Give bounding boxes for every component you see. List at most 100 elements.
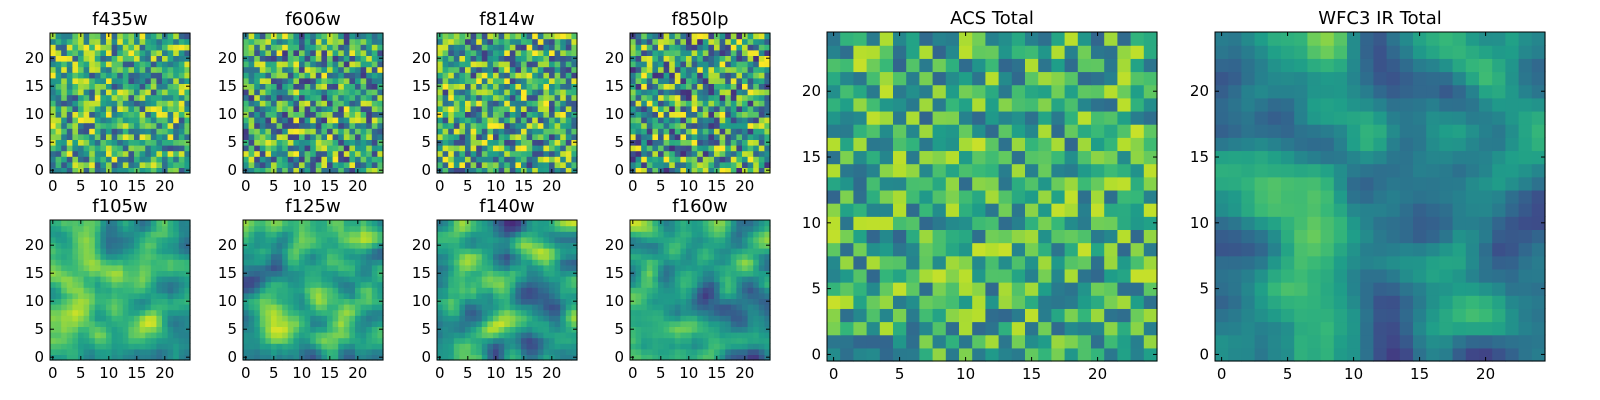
heatmap-cell bbox=[89, 33, 96, 40]
heatmap-cell bbox=[465, 111, 472, 118]
heatmap-cell bbox=[66, 315, 73, 322]
heatmap-cell bbox=[476, 44, 483, 51]
heatmap-cell bbox=[282, 100, 289, 107]
heatmap-cell bbox=[371, 94, 378, 101]
heatmap-cell bbox=[481, 61, 488, 68]
heatmap-cell bbox=[293, 100, 300, 107]
heatmap-cell bbox=[476, 315, 483, 322]
heatmap-cell bbox=[94, 89, 101, 96]
heatmap-cell bbox=[549, 276, 556, 283]
heatmap-cell bbox=[565, 236, 572, 243]
heatmap-cell bbox=[481, 100, 488, 107]
heatmap-cell bbox=[442, 133, 449, 140]
heatmap-cell bbox=[156, 122, 163, 129]
heatmap-cell bbox=[327, 61, 334, 68]
heatmap-cell bbox=[366, 236, 373, 243]
heatmap-cell bbox=[366, 225, 373, 232]
heatmap-cell bbox=[167, 242, 174, 249]
heatmap-cell bbox=[669, 337, 676, 344]
heatmap-cell bbox=[117, 161, 124, 168]
heatmap-cell bbox=[293, 33, 300, 40]
heatmap-cell bbox=[543, 270, 550, 277]
heatmap-cell bbox=[349, 236, 356, 243]
heatmap-cell bbox=[442, 354, 449, 361]
heatmap-cell bbox=[481, 242, 488, 249]
heatmap-cell bbox=[248, 287, 255, 294]
heatmap-cell bbox=[50, 337, 57, 344]
heatmap-cell bbox=[265, 89, 272, 96]
heatmap-cell bbox=[355, 111, 362, 118]
heatmap-cell bbox=[476, 105, 483, 112]
heatmap-cell bbox=[549, 105, 556, 112]
heatmap-cell bbox=[459, 292, 466, 299]
heatmap-cell bbox=[321, 167, 328, 174]
heatmap-cell bbox=[332, 44, 339, 51]
heatmap-cell bbox=[366, 150, 373, 157]
heatmap-cell bbox=[764, 281, 771, 288]
heatmap-cell bbox=[504, 292, 511, 299]
heatmap-cell bbox=[515, 231, 522, 238]
heatmap-cell bbox=[742, 117, 749, 124]
heatmap-cell bbox=[465, 320, 472, 327]
heatmap-cell bbox=[493, 117, 500, 124]
heatmap-cell bbox=[498, 281, 505, 288]
heatmap-cell bbox=[543, 128, 550, 135]
heatmap-cell bbox=[630, 150, 637, 157]
heatmap-cell bbox=[504, 253, 511, 260]
heatmap-cell bbox=[753, 33, 760, 40]
heatmap-cell bbox=[453, 167, 460, 174]
heatmap-cell bbox=[128, 220, 135, 227]
heatmap-cell bbox=[83, 100, 90, 107]
heatmap-cell bbox=[366, 72, 373, 79]
heatmap-cell bbox=[150, 61, 157, 68]
heatmap-cell bbox=[663, 156, 670, 163]
heatmap-cell bbox=[730, 77, 737, 84]
heatmap-cell bbox=[487, 44, 494, 51]
heatmap-cell bbox=[448, 66, 455, 73]
heatmap-cell bbox=[730, 337, 737, 344]
heatmap-cell bbox=[321, 332, 328, 339]
heatmap-cell bbox=[178, 287, 185, 294]
heatmap-cell bbox=[276, 94, 283, 101]
heatmap-cell bbox=[94, 354, 101, 361]
heatmap-cell bbox=[128, 354, 135, 361]
heatmap-cell bbox=[437, 44, 444, 51]
heatmap-cell bbox=[663, 77, 670, 84]
heatmap-cell bbox=[343, 298, 350, 305]
heatmap-cell bbox=[680, 77, 687, 84]
heatmap-cell bbox=[343, 49, 350, 56]
heatmap-cell bbox=[78, 326, 85, 333]
heatmap-cell bbox=[276, 100, 283, 107]
heatmap-cell bbox=[493, 44, 500, 51]
heatmap-cell bbox=[730, 332, 737, 339]
heatmap-cell bbox=[61, 55, 68, 62]
heatmap-cell bbox=[465, 77, 472, 84]
heatmap-cell bbox=[50, 248, 57, 255]
heatmap-cell bbox=[669, 33, 676, 40]
heatmap-cell bbox=[453, 38, 460, 45]
heatmap-cell bbox=[742, 100, 749, 107]
heatmap-cell bbox=[680, 49, 687, 56]
heatmap-cell bbox=[89, 55, 96, 62]
heatmap-cell bbox=[299, 61, 306, 68]
heatmap-cell bbox=[83, 156, 90, 163]
heatmap-cell bbox=[117, 298, 124, 305]
heatmap-cell bbox=[94, 315, 101, 322]
heatmap-cell bbox=[117, 167, 124, 174]
heatmap-cell bbox=[753, 133, 760, 140]
heatmap-cell bbox=[448, 44, 455, 51]
heatmap-cell bbox=[248, 348, 255, 355]
heatmap-cell bbox=[371, 332, 378, 339]
heatmap-cell bbox=[652, 354, 659, 361]
heatmap-cell bbox=[521, 276, 528, 283]
heatmap-cell bbox=[521, 66, 528, 73]
heatmap-cell bbox=[753, 77, 760, 84]
heatmap-cell bbox=[532, 231, 539, 238]
heatmap-cell bbox=[50, 156, 57, 163]
heatmap-cell bbox=[360, 156, 367, 163]
heatmap-cell bbox=[719, 309, 726, 316]
heatmap-cell bbox=[259, 122, 266, 129]
heatmap-cell bbox=[304, 89, 311, 96]
heatmap-cell bbox=[521, 128, 528, 135]
heatmap-cell bbox=[167, 309, 174, 316]
